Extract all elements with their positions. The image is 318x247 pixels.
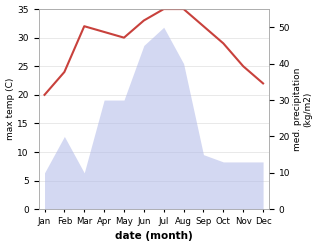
Y-axis label: med. precipitation
(kg/m2): med. precipitation (kg/m2) — [293, 67, 313, 151]
X-axis label: date (month): date (month) — [115, 231, 193, 242]
Y-axis label: max temp (C): max temp (C) — [5, 78, 15, 140]
